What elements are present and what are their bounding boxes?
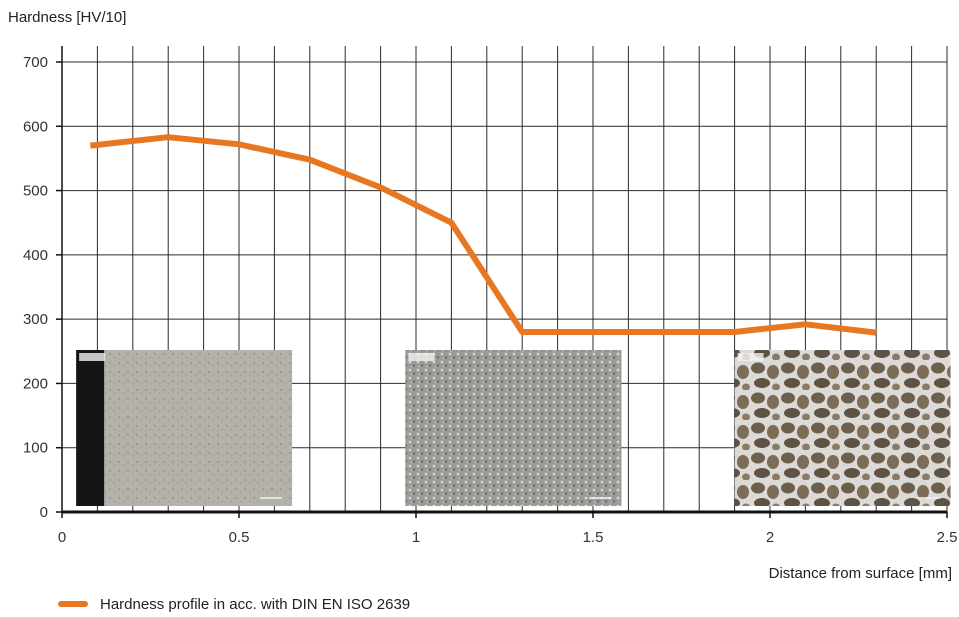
- micrograph-surface: [76, 350, 293, 506]
- micrograph-edge: [76, 350, 105, 506]
- axes: [56, 46, 948, 518]
- y-tick-label: 100: [23, 440, 48, 457]
- y-tick-label: 600: [23, 118, 48, 135]
- micrograph-core: [734, 350, 951, 506]
- series-layer: [89, 134, 877, 336]
- x-tick-label: 0.5: [229, 529, 250, 546]
- micrograph-transition: [405, 350, 622, 506]
- micrograph-image: [76, 350, 293, 506]
- y-tick-label: 700: [23, 54, 48, 71]
- hardness-profile-line: [89, 134, 877, 336]
- y-tick-label: 200: [23, 375, 48, 392]
- micrograph-label-box: [79, 353, 106, 361]
- y-tick-label: 300: [23, 311, 48, 328]
- x-tick-label: 2: [766, 529, 774, 546]
- legend-swatch: [58, 601, 88, 607]
- y-tick-label: 0: [40, 504, 48, 521]
- micrograph-image: [734, 350, 951, 506]
- y-tick-label: 400: [23, 247, 48, 264]
- micrograph-core-zone: [552, 350, 622, 506]
- y-tick-label: 500: [23, 183, 48, 200]
- x-axis-label: Distance from surface [mm]: [769, 565, 952, 582]
- micrograph-label-box: [737, 353, 764, 361]
- tick-labels: 0 100 200 300 400 500 600 700 0 0.5 1 1.5 2 2.5: [23, 54, 957, 546]
- micrograph-label-box: [408, 353, 435, 361]
- x-tick-label: 2.5: [937, 529, 958, 546]
- x-tick-label: 1: [412, 529, 420, 546]
- legend: Hardness profile in acc. with DIN EN ISO…: [58, 594, 410, 614]
- legend-label: Hardness profile in acc. with DIN EN ISO…: [100, 595, 411, 613]
- x-tick-label: 0: [58, 529, 66, 546]
- x-tick-label: 1.5: [583, 529, 604, 546]
- y-axis-label: Hardness [HV/10]: [8, 9, 126, 26]
- micrograph-insets: [76, 350, 951, 506]
